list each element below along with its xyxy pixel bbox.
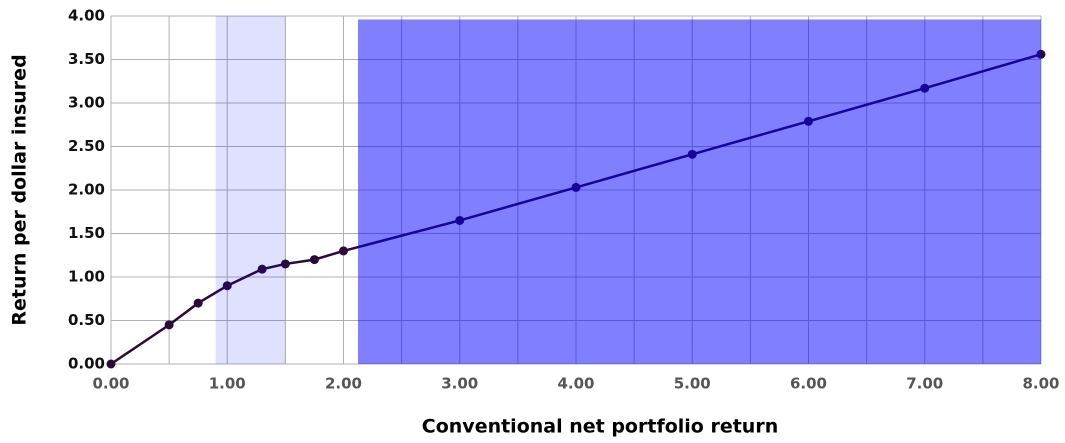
- point: [309, 255, 319, 265]
- x-tick-label: 3.00: [441, 375, 478, 393]
- y-tick-label: 2.50: [68, 137, 105, 155]
- y-tick-label: 0.00: [68, 355, 105, 373]
- x-tick-label: 7.00: [906, 375, 943, 393]
- point: [257, 264, 267, 274]
- x-tick-label: 4.00: [557, 375, 594, 393]
- point: [280, 259, 290, 269]
- x-tick-label: 6.00: [790, 375, 827, 393]
- shaded-region: [215, 16, 286, 364]
- y-tick-label: 3.50: [68, 50, 105, 68]
- x-tick-label: 1.00: [209, 375, 246, 393]
- point: [339, 246, 348, 256]
- point: [222, 281, 232, 291]
- x-axis-label: Conventional net portfolio return: [422, 416, 778, 438]
- y-tick-label: 3.00: [68, 94, 105, 112]
- x-tick-label: 8.00: [1022, 375, 1059, 393]
- point: [193, 298, 203, 308]
- y-tick-label: 2.00: [68, 181, 105, 199]
- y-axis-label: Return per dollar insured: [9, 54, 31, 325]
- point: [164, 320, 174, 330]
- y-tick-label: 0.50: [68, 311, 105, 329]
- x-tick-label: 2.00: [325, 375, 362, 393]
- y-tick-label: 1.00: [68, 268, 105, 286]
- point: [106, 359, 116, 369]
- y-tick-label: 1.50: [68, 224, 105, 242]
- x-tick-label: 0.00: [92, 375, 129, 393]
- x-tick-label: 5.00: [674, 375, 711, 393]
- shaded-region: [358, 19, 1041, 364]
- y-tick-label: 4.00: [68, 7, 105, 25]
